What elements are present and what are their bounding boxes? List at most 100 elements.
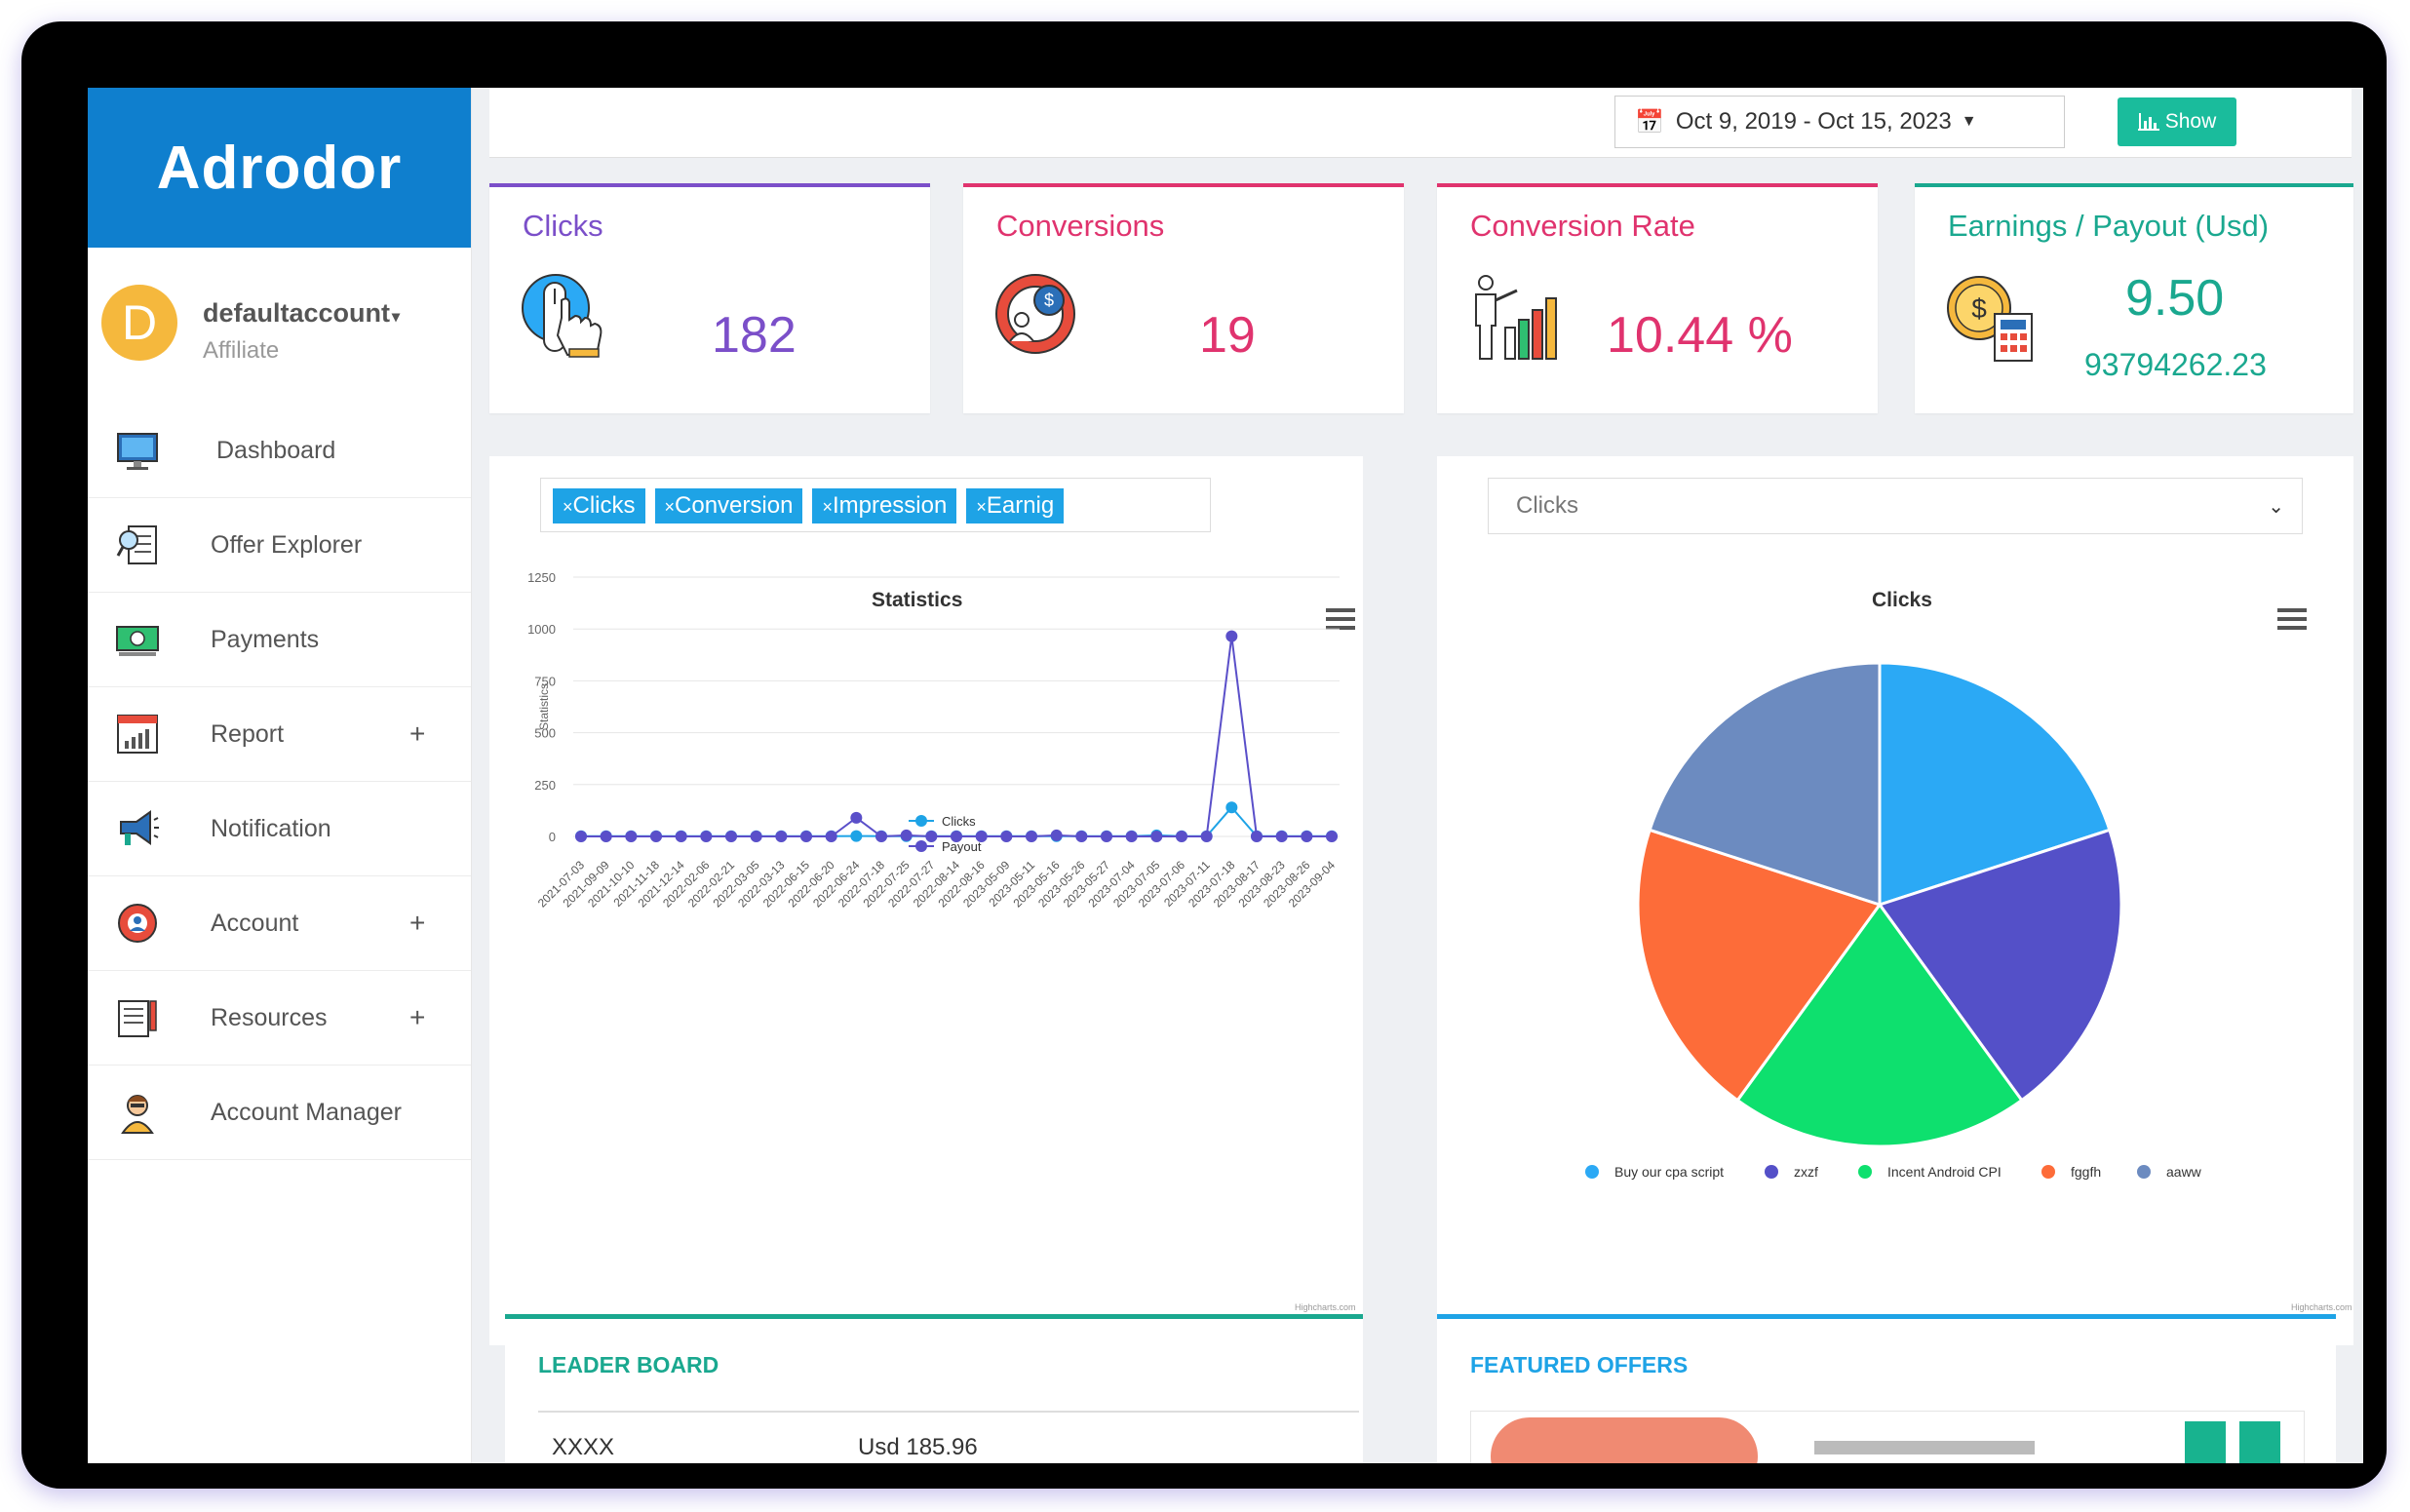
card-title: Conversions (996, 209, 1165, 243)
clicks-chart-title: Clicks (1872, 589, 1932, 611)
chevron-down-icon: ⌄ (2268, 495, 2284, 518)
legend-marker (1858, 1165, 1872, 1179)
data-point (1101, 831, 1112, 842)
legend-item[interactable]: zxzf (1765, 1164, 1818, 1180)
pie-slice (1878, 661, 2112, 908)
data-point (1275, 831, 1288, 842)
manager-person-icon (121, 1095, 154, 1134)
statistics-chart-title: Statistics (872, 589, 963, 611)
sidebar-item-label: Account Manager (211, 1098, 402, 1126)
data-point (1176, 831, 1187, 842)
clicks-pie-chart (1636, 661, 2123, 1148)
series-filter[interactable]: ×Clicks ×Conversion ×Impression ×Earnig (540, 478, 1211, 532)
sidebar-item-payments[interactable]: Payments (88, 593, 471, 687)
card-title: Clicks (523, 209, 603, 243)
sidebar-item-account[interactable]: Account + (88, 876, 471, 971)
offer-card[interactable] (1470, 1411, 2305, 1463)
sidebar-item-label: Report (211, 719, 285, 748)
y-tick-label: 500 (534, 726, 556, 741)
filter-chip-impression[interactable]: ×Impression (812, 488, 957, 523)
legend-item[interactable]: fggfh (2041, 1164, 2101, 1180)
chip-label: Clicks (572, 492, 636, 519)
data-point (1075, 831, 1088, 842)
chart-menu-icon[interactable] (2277, 608, 2307, 630)
sidebar-item-notification[interactable]: Notification (88, 782, 471, 876)
conversions-card: Conversions $ 19 (963, 183, 1404, 413)
sidebar-item-account-manager[interactable]: Account Manager (88, 1066, 471, 1160)
data-point (850, 811, 863, 824)
legend-marker (1765, 1165, 1778, 1179)
data-point (1125, 831, 1138, 842)
filter-chip-earnig[interactable]: ×Earnig (966, 488, 1065, 523)
megaphone-icon (120, 810, 159, 845)
sidebar-item-label: Payments (211, 625, 320, 653)
legend-marker (2041, 1165, 2055, 1179)
chart-credit: Highcharts.com (1295, 1302, 1356, 1312)
conversion-cycle-icon: $ (995, 274, 1075, 354)
legend-label: aaww (2166, 1164, 2201, 1180)
legend-item[interactable]: Buy our cpa script (1585, 1164, 1724, 1180)
chart-menu-icon[interactable] (1326, 608, 1355, 630)
brand-logo[interactable]: Adrodor (88, 88, 471, 248)
legend-item[interactable]: aaww (2137, 1164, 2201, 1180)
data-point (1150, 831, 1163, 842)
sidebar-item-label: Offer Explorer (211, 530, 363, 559)
caret-down-icon: ▼ (1961, 113, 1977, 130)
data-point (625, 831, 638, 842)
select-value: Clicks (1516, 492, 1578, 519)
legend-label: Payout (942, 839, 982, 854)
y-tick-label: 750 (534, 674, 556, 688)
top-toolbar: 📅 Oct 9, 2019 - Oct 15, 2023 ▼ Show (489, 88, 2352, 158)
statistics-line-chart: 025050075010001250Statistics2021-07-0320… (527, 570, 1340, 911)
data-point (825, 831, 837, 842)
chart-metric-select[interactable]: Clicks ⌄ (1488, 478, 2303, 534)
remove-icon[interactable]: × (822, 497, 833, 517)
card-title: Earnings / Payout (Usd) (1948, 209, 2270, 243)
data-point (900, 829, 913, 841)
leader-name: XXXX (552, 1434, 615, 1460)
svg-text:$: $ (1044, 291, 1054, 310)
sidebar-item-report[interactable]: Report + (88, 687, 471, 782)
expand-plus-icon[interactable]: + (409, 1002, 426, 1032)
filter-chip-conversion[interactable]: ×Conversion (654, 488, 803, 523)
sidebar-item-offer-explorer[interactable]: Offer Explorer (88, 498, 471, 593)
sidebar-item-resources[interactable]: Resources + (88, 971, 471, 1066)
caret-down-icon: ▾ (392, 309, 401, 326)
data-point (850, 830, 863, 842)
date-range-picker[interactable]: 📅 Oct 9, 2019 - Oct 15, 2023 ▼ (1614, 96, 2065, 148)
click-hand-icon (522, 274, 602, 358)
filter-chip-clicks[interactable]: ×Clicks (553, 488, 645, 523)
featured-offers-panel: FEATURED OFFERS (1437, 1314, 2336, 1463)
conversion-rate-value: 10.44 % (1607, 307, 1793, 364)
user-dropdown[interactable]: defaultaccount ▾ (203, 298, 400, 329)
presenter-chart-icon (1475, 275, 1557, 360)
user-role: Affiliate (203, 337, 280, 364)
remove-icon[interactable]: × (664, 497, 676, 517)
sidebar-item-label: Dashboard (216, 436, 336, 464)
clicks-pie-panel: Clicks ⌄ Clicks Buy our cpa script zxzf In… (1437, 456, 2353, 1345)
sidebar-item-dashboard[interactable]: Dashboard (88, 404, 471, 498)
remove-icon[interactable]: × (563, 497, 573, 517)
data-point (800, 831, 812, 842)
date-range-value: Oct 9, 2019 - Oct 15, 2023 (1675, 108, 1952, 135)
card-title: Conversion Rate (1470, 209, 1695, 243)
resources-doc-icon (118, 1000, 157, 1037)
sidebar: Adrodor D defaultaccount ▾ Affiliate Dash… (88, 88, 472, 1463)
chip-label: Conversion (675, 492, 794, 519)
expand-plus-icon[interactable]: + (409, 718, 426, 749)
expand-plus-icon[interactable]: + (409, 908, 426, 938)
legend-item[interactable]: Incent Android CPI (1858, 1164, 2002, 1180)
legend-label: Buy our cpa script (1614, 1164, 1725, 1180)
avatar[interactable]: D (101, 285, 177, 361)
show-button[interactable]: Show (2118, 97, 2236, 146)
data-point (650, 831, 662, 842)
leader-board-divider (538, 1411, 1359, 1413)
statistics-panel: ×Clicks ×Conversion ×Impression ×Earnig Sta… (489, 456, 1363, 1345)
legend-label: Incent Android CPI (1887, 1164, 2002, 1180)
data-point (1225, 801, 1238, 814)
data-point (1251, 831, 1263, 842)
offer-image (1491, 1417, 1758, 1463)
data-point (1200, 831, 1213, 842)
remove-icon[interactable]: × (976, 497, 987, 517)
legend-marker (915, 815, 927, 827)
